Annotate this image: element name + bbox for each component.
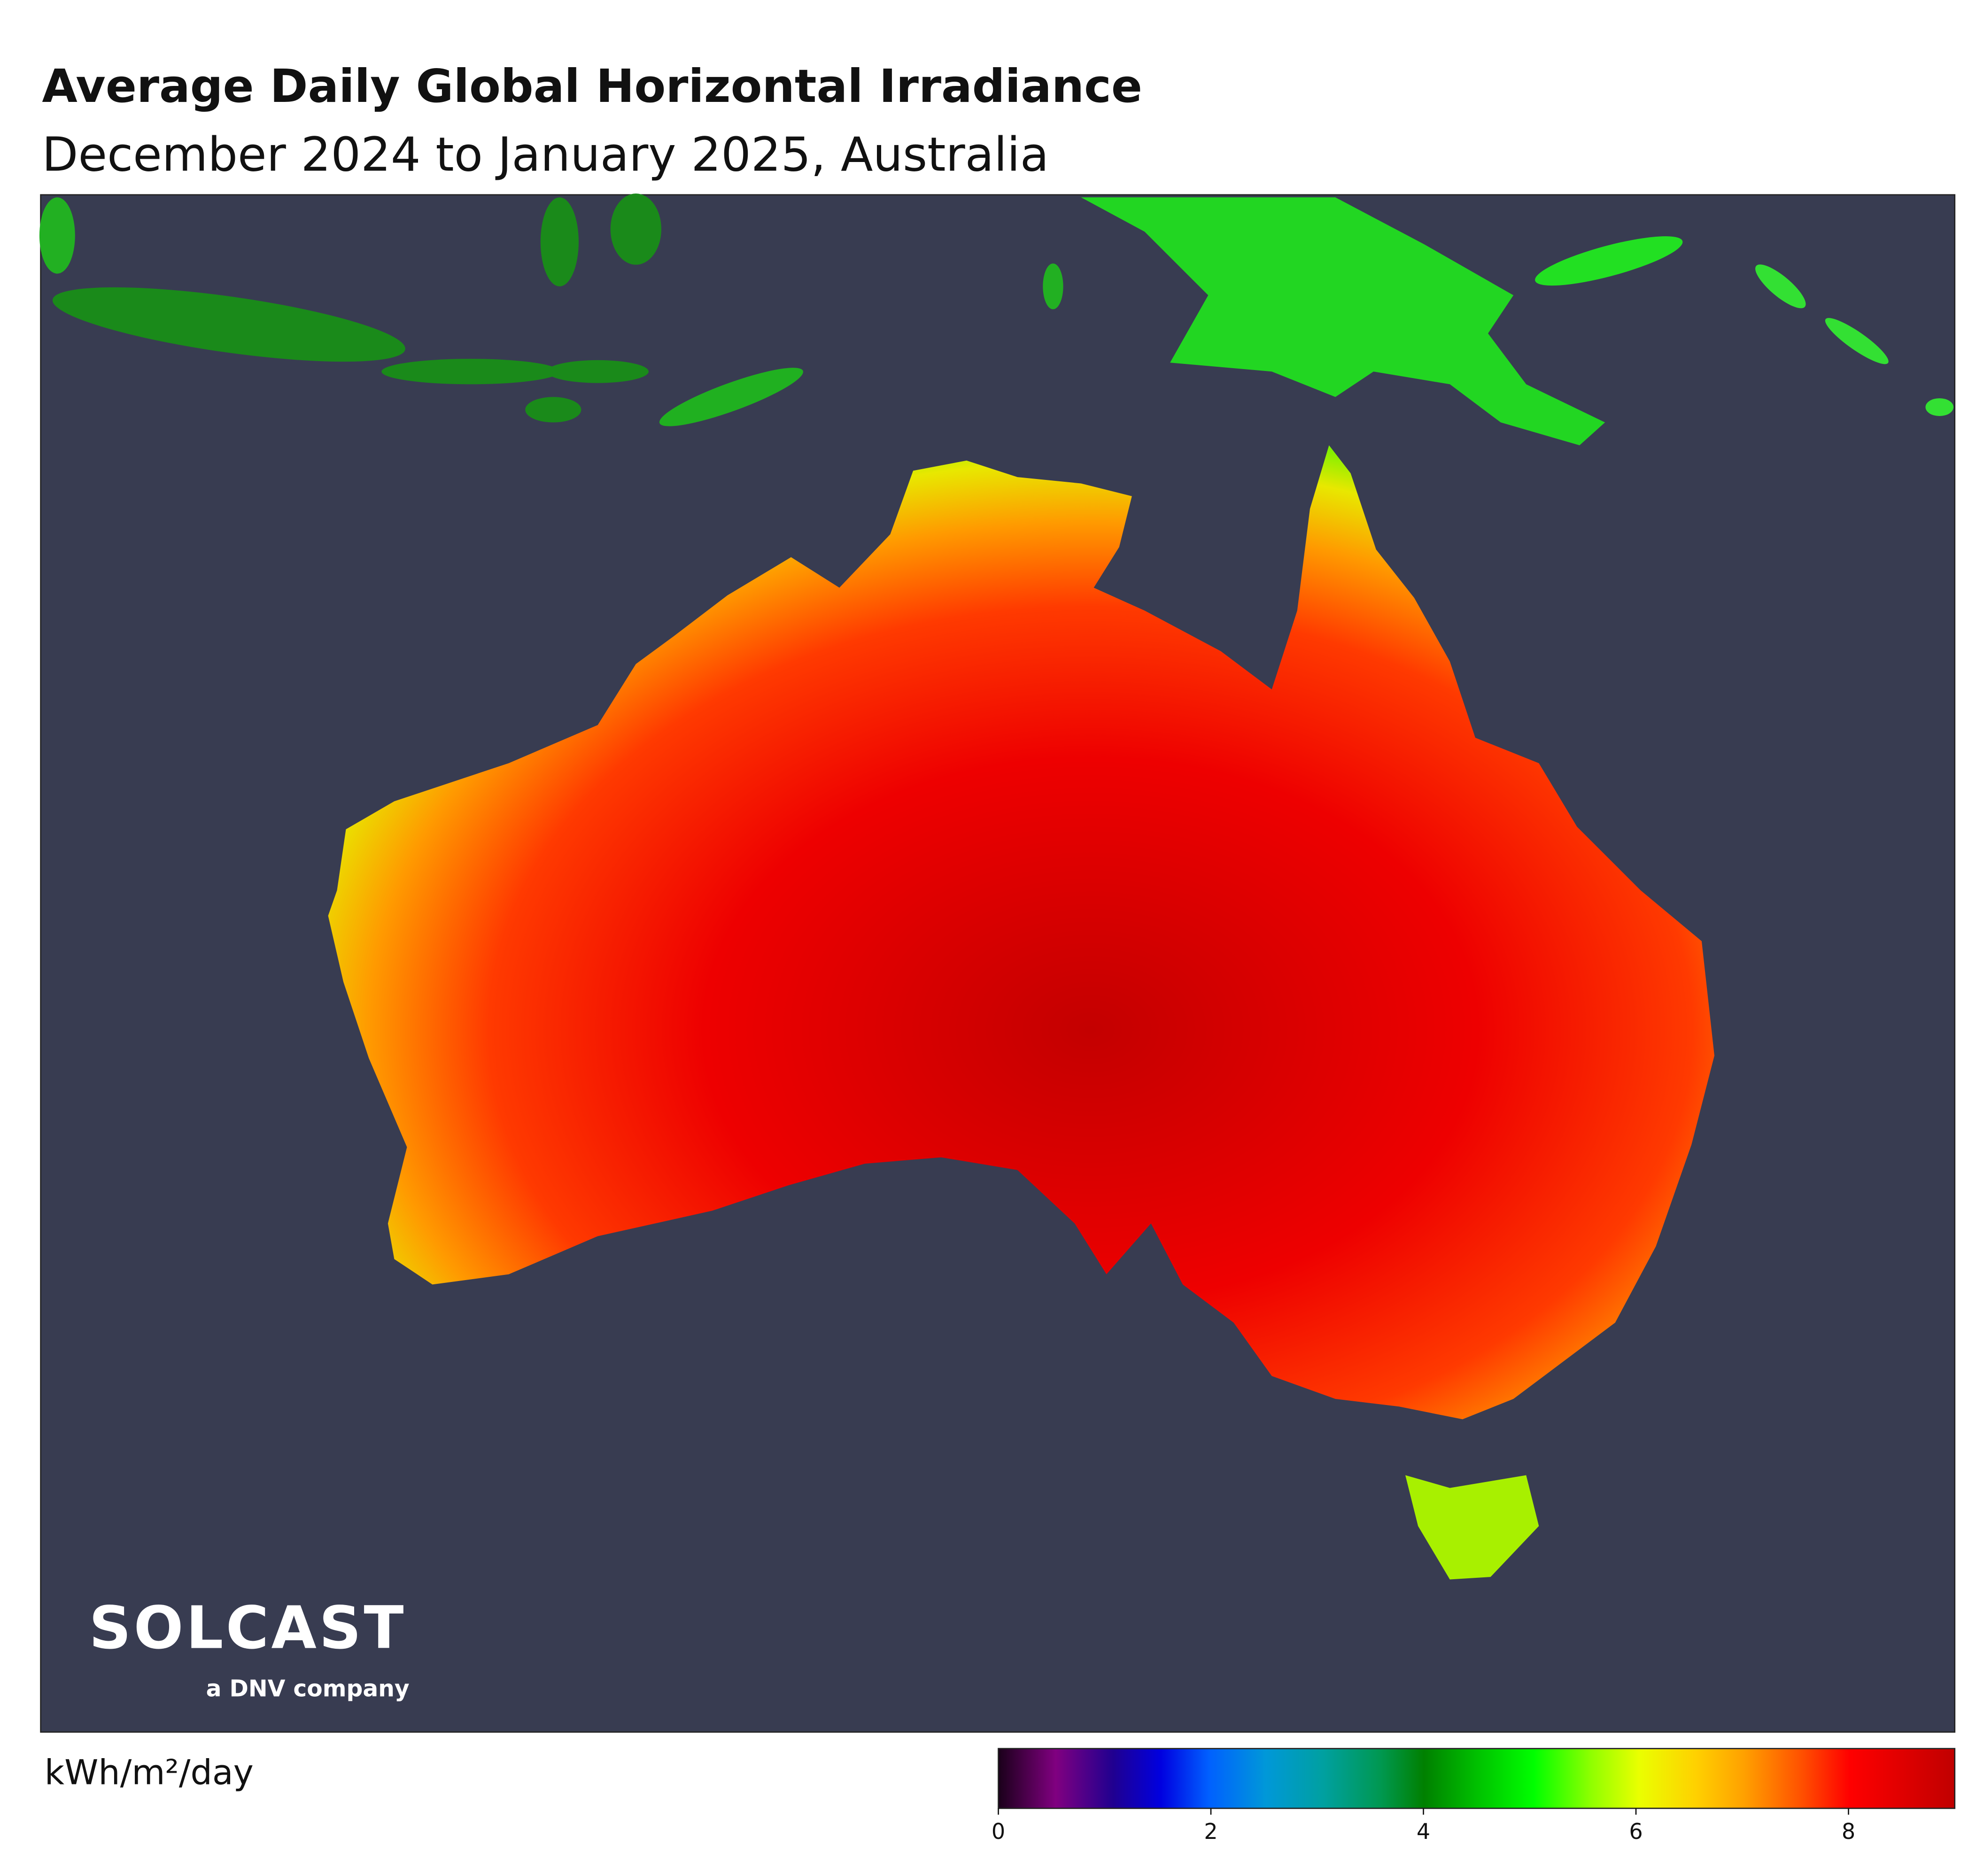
title: Average Daily Global Horizontal Irradian… xyxy=(42,60,1142,113)
tick-label: 4 xyxy=(1417,1819,1430,1844)
islands xyxy=(39,193,1954,426)
subtitle: December 2024 to January 2025, Australia xyxy=(42,127,1049,182)
australia xyxy=(328,445,1714,1420)
logo-tagline: a DNV company xyxy=(206,1676,410,1702)
colorbar-ticks: 0 2 4 6 8 xyxy=(992,1808,1855,1844)
tick-label: 8 xyxy=(1842,1819,1855,1844)
tasmania xyxy=(1405,1475,1539,1580)
logo: SOLCAST a DNV company xyxy=(89,1594,410,1702)
new-guinea xyxy=(1081,197,1605,446)
colorbar xyxy=(998,1748,1956,1809)
logo-name: SOLCAST xyxy=(89,1594,406,1662)
map: SOLCAST a DNV company xyxy=(39,193,1956,1733)
colorbar-label: kWh/m²/day xyxy=(45,1752,254,1792)
tick-label: 6 xyxy=(1629,1819,1643,1844)
tick-label: 0 xyxy=(992,1819,1005,1844)
tick-label: 2 xyxy=(1204,1819,1217,1844)
